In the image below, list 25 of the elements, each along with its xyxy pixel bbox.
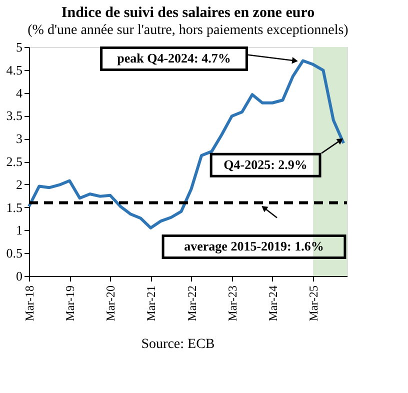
y-tick-label: 2 bbox=[16, 176, 22, 192]
y-tick-label: 2.5 bbox=[6, 154, 22, 169]
y-tick-label: 4 bbox=[16, 85, 23, 100]
y-tick-label: 1.5 bbox=[6, 200, 22, 215]
y-tick-label: 1 bbox=[16, 222, 22, 238]
ref-line-label: average 2015-2019: 1.6% bbox=[184, 238, 324, 254]
y-tick-label: 5 bbox=[16, 40, 22, 54]
source-note: Source: ECB bbox=[141, 337, 215, 352]
annotation: Q4-2025: 2.9% bbox=[224, 157, 308, 172]
x-tick-label: Mar-25 bbox=[306, 286, 321, 322]
y-tick-label: 3.5 bbox=[6, 108, 22, 124]
y-tick-label: 3 bbox=[16, 131, 22, 146]
x-tick-label: Mar-19 bbox=[63, 286, 78, 322]
x-tick-label: Mar-23 bbox=[225, 286, 240, 322]
y-tick-label: 0 bbox=[16, 268, 22, 284]
y-tick-label: 0.5 bbox=[6, 246, 22, 261]
annotation: peak Q4-2024: 4.7% bbox=[117, 50, 231, 66]
x-tick-label: Mar-20 bbox=[104, 286, 118, 322]
x-tick-label: Mar-18 bbox=[22, 286, 36, 322]
x-tick-label: Mar-21 bbox=[144, 286, 158, 322]
chart-subtitle: (% d'une année sur l'autre, hors paiements exceptionnels) bbox=[28, 23, 349, 38]
y-tick-label: 4.5 bbox=[6, 62, 22, 78]
x-tick-label: Mar-24 bbox=[266, 286, 280, 322]
x-tick-label: Mar-22 bbox=[184, 286, 199, 322]
chart-title: Indice de suivi des salaires en zone euro bbox=[61, 5, 315, 21]
